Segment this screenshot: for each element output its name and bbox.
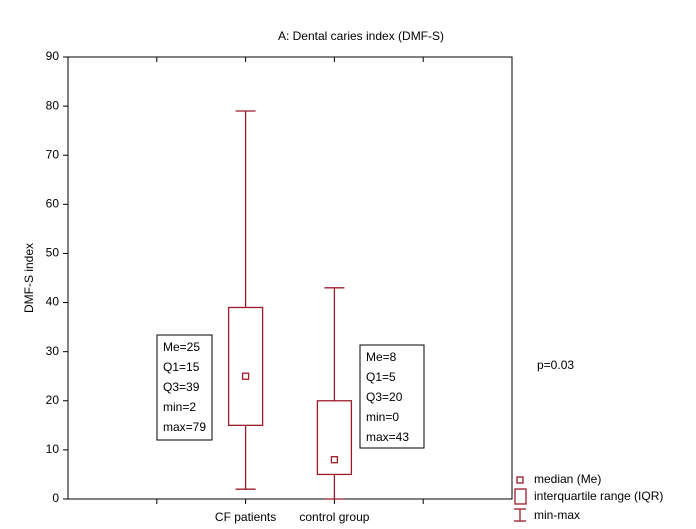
annotation-box — [359, 344, 425, 449]
plot-frame — [67, 56, 513, 500]
annotation-text: Q3=39 — [163, 380, 200, 394]
legend-label: median (Me) — [534, 472, 601, 486]
annotation-text: max=79 — [163, 420, 206, 434]
y-tick-label: 60 — [46, 197, 60, 211]
y-tick-label: 30 — [46, 344, 60, 358]
annotation-text: max=43 — [366, 430, 409, 444]
median-marker — [241, 372, 250, 380]
x-tick-label: CF patients — [215, 510, 276, 524]
iqr-box — [227, 306, 264, 426]
legend-median-symbol — [516, 476, 524, 484]
chart-title: A: Dental caries index (DMF-S) — [278, 29, 444, 43]
annotation-text: Q1=15 — [163, 360, 200, 374]
y-tick-label: 50 — [46, 246, 60, 260]
legend-label: interquartile range (IQR) — [534, 489, 663, 503]
annotation-text: min=0 — [366, 410, 399, 424]
annotation-text: Me=25 — [163, 340, 200, 354]
iqr-box — [316, 400, 353, 476]
legend-label: min-max — [534, 508, 580, 522]
y-axis-label: DMF-S index — [22, 243, 36, 313]
median-marker — [330, 456, 339, 464]
y-tick-label: 0 — [52, 491, 59, 505]
y-tick-label: 90 — [46, 49, 60, 63]
y-tick-label: 70 — [46, 147, 60, 161]
annotation-text: Me=8 — [366, 350, 397, 364]
y-tick-label: 20 — [46, 393, 60, 407]
annotation-text: Q1=5 — [366, 370, 396, 384]
y-tick-label: 10 — [46, 442, 60, 456]
p-value: p=0.03 — [537, 358, 574, 372]
legend-iqr-symbol — [514, 488, 527, 505]
y-tick-label: 40 — [46, 295, 60, 309]
annotation-box — [156, 334, 213, 441]
y-tick-label: 80 — [46, 98, 60, 112]
annotation-text: min=2 — [163, 400, 196, 414]
x-tick-label: control group — [299, 510, 369, 524]
annotation-text: Q3=20 — [366, 390, 403, 404]
